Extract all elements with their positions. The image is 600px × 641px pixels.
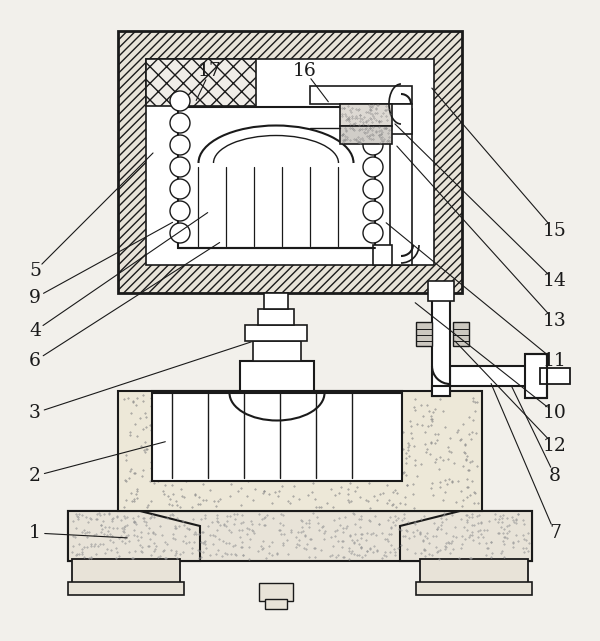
Bar [245, 325, 307, 341]
Text: 11: 11 [543, 352, 567, 370]
Bar [340, 104, 392, 126]
Polygon shape [400, 511, 532, 561]
Bar [416, 322, 432, 346]
Circle shape [170, 223, 190, 243]
Bar [118, 31, 462, 293]
Text: 9: 9 [29, 289, 41, 307]
Text: 7: 7 [549, 524, 561, 542]
Circle shape [170, 91, 190, 111]
Text: 8: 8 [549, 467, 561, 485]
Text: 17: 17 [198, 62, 222, 80]
Bar [146, 59, 434, 265]
Text: 4: 4 [29, 322, 41, 340]
Bar [432, 386, 450, 396]
Bar [264, 293, 288, 309]
Circle shape [170, 179, 190, 199]
Bar [310, 86, 412, 104]
Bar [340, 126, 392, 144]
Circle shape [363, 157, 383, 177]
Text: 2: 2 [29, 467, 41, 485]
Bar [420, 559, 528, 584]
Bar [253, 341, 301, 361]
Circle shape [170, 157, 190, 177]
Bar [432, 291, 450, 396]
Polygon shape [68, 511, 200, 561]
Circle shape [363, 113, 383, 133]
Text: 15: 15 [543, 222, 567, 240]
Text: 6: 6 [29, 352, 41, 370]
Text: 3: 3 [29, 404, 41, 422]
Bar [373, 245, 392, 265]
Bar [428, 281, 454, 301]
Bar [525, 354, 547, 398]
Bar [152, 391, 402, 481]
Text: 13: 13 [543, 312, 567, 330]
Circle shape [363, 91, 383, 111]
Bar [390, 104, 412, 134]
Bar [146, 59, 256, 106]
Text: 10: 10 [543, 404, 567, 422]
Bar [540, 368, 570, 384]
Bar [453, 322, 469, 346]
Circle shape [363, 223, 383, 243]
Bar [258, 309, 294, 325]
Bar [416, 582, 532, 595]
Bar [240, 361, 314, 391]
Bar [265, 599, 287, 609]
Circle shape [363, 179, 383, 199]
Bar [450, 366, 540, 386]
Text: 14: 14 [543, 272, 567, 290]
Polygon shape [118, 391, 482, 511]
Bar [259, 583, 293, 601]
Text: 12: 12 [543, 437, 567, 455]
Circle shape [363, 201, 383, 221]
Text: 1: 1 [29, 524, 41, 542]
Circle shape [363, 135, 383, 155]
Circle shape [170, 135, 190, 155]
Text: 16: 16 [293, 62, 317, 80]
Bar [68, 582, 184, 595]
Bar [390, 109, 412, 265]
Polygon shape [68, 511, 532, 561]
Circle shape [170, 113, 190, 133]
Bar [72, 559, 180, 584]
Text: 5: 5 [29, 262, 41, 280]
Bar [178, 107, 375, 248]
Circle shape [170, 201, 190, 221]
